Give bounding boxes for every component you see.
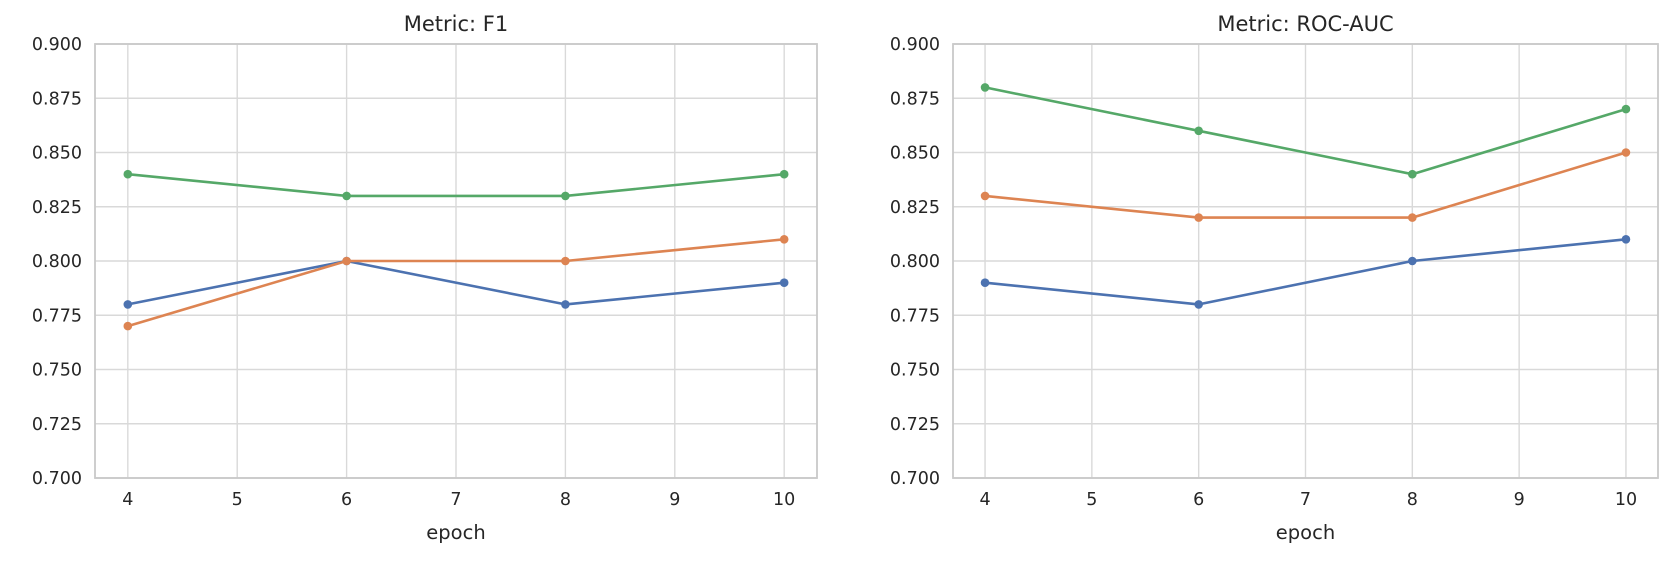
series-green-marker bbox=[342, 191, 351, 201]
x-tick-label: 5 bbox=[1086, 490, 1097, 510]
series-orange-marker bbox=[779, 235, 789, 244]
chart-title: Metric: F1 bbox=[404, 12, 508, 36]
y-tick-label: 0.775 bbox=[32, 306, 82, 326]
x-axis-label: epoch bbox=[426, 521, 485, 544]
x-tick-label: 8 bbox=[1407, 490, 1418, 510]
x-tick-label: 10 bbox=[1615, 490, 1637, 510]
y-tick-label: 0.825 bbox=[890, 198, 940, 218]
f1-line-chart: 0.700 0.725 0.750 0.775 0.800 0.825 0.850 0.875… bbox=[32, 12, 818, 544]
series-blue-marker bbox=[123, 300, 133, 309]
series-green-marker bbox=[1194, 126, 1203, 136]
x-tick-label: 4 bbox=[122, 490, 133, 510]
x-tick-label: 4 bbox=[979, 490, 990, 510]
y-tick-label: 0.750 bbox=[32, 361, 82, 381]
x-tick-label: 5 bbox=[232, 490, 243, 510]
x-tick-label: 10 bbox=[773, 490, 795, 510]
series-blue-marker bbox=[980, 278, 990, 288]
series-orange-marker bbox=[342, 256, 351, 266]
y-tick-label: 0.800 bbox=[32, 252, 82, 272]
x-tick-label: 7 bbox=[1300, 490, 1311, 510]
x-axis-label: epoch bbox=[1276, 521, 1335, 544]
series-green-line bbox=[126, 172, 786, 198]
y-tick-label: 0.700 bbox=[890, 469, 940, 489]
axes-spines bbox=[94, 43, 818, 479]
subplot-roc-auc: 0.700 0.725 0.750 0.775 0.800 0.825 0.850 0.875… bbox=[837, 0, 1673, 565]
x-tick-label: 7 bbox=[450, 490, 461, 510]
x-tick-label: 6 bbox=[1193, 490, 1204, 510]
series-orange-marker bbox=[561, 256, 570, 266]
series-blue-marker bbox=[1408, 256, 1417, 266]
y-tick-label: 0.800 bbox=[890, 252, 940, 272]
y-tick-label: 0.875 bbox=[32, 89, 82, 109]
y-tick-label: 0.750 bbox=[890, 361, 940, 381]
x-tick-label: 9 bbox=[1514, 490, 1525, 510]
series-green-marker bbox=[779, 169, 789, 179]
series-orange-line bbox=[126, 238, 786, 328]
y-tick-label: 0.850 bbox=[32, 144, 82, 164]
series-green-marker bbox=[1408, 169, 1417, 179]
y-tick-label: 0.725 bbox=[32, 415, 82, 435]
series-orange-marker bbox=[123, 321, 133, 331]
x-tick-label: 9 bbox=[669, 490, 680, 510]
series-blue-marker bbox=[779, 278, 789, 288]
x-tick-label: 6 bbox=[341, 490, 352, 510]
series-green-marker bbox=[980, 83, 990, 92]
y-tick-label: 0.775 bbox=[890, 306, 940, 326]
series-blue-line bbox=[983, 238, 1628, 306]
y-tick-label: 0.900 bbox=[32, 35, 82, 55]
y-tick-label: 0.700 bbox=[32, 469, 82, 489]
series-green-marker bbox=[1621, 104, 1631, 114]
x-tick-label: 8 bbox=[560, 490, 571, 510]
y-tick-label: 0.900 bbox=[890, 35, 940, 55]
subplot-f1: 0.700 0.725 0.750 0.775 0.800 0.825 0.850 0.875… bbox=[0, 0, 836, 565]
axes-spines bbox=[952, 43, 1659, 479]
series-orange-marker bbox=[1194, 213, 1203, 222]
series-orange-marker bbox=[980, 191, 990, 201]
series-orange-line bbox=[983, 151, 1628, 219]
series-blue-marker bbox=[1194, 300, 1203, 309]
series-blue-marker bbox=[1621, 235, 1631, 244]
y-tick-label: 0.875 bbox=[890, 89, 940, 109]
roc-auc-line-chart: 0.700 0.725 0.750 0.775 0.800 0.825 0.850 0.875… bbox=[890, 12, 1659, 544]
series-blue-marker bbox=[561, 300, 570, 309]
series-blue-line bbox=[126, 259, 786, 306]
series-green-marker bbox=[123, 169, 133, 179]
y-tick-label: 0.850 bbox=[890, 144, 940, 164]
series-green-line bbox=[983, 86, 1628, 176]
y-tick-label: 0.825 bbox=[32, 198, 82, 218]
series-orange-marker bbox=[1621, 148, 1631, 157]
series-orange-marker bbox=[1408, 213, 1417, 222]
y-tick-label: 0.725 bbox=[890, 415, 940, 435]
chart-title: Metric: ROC-AUC bbox=[1217, 12, 1393, 36]
series-green-marker bbox=[561, 191, 570, 201]
